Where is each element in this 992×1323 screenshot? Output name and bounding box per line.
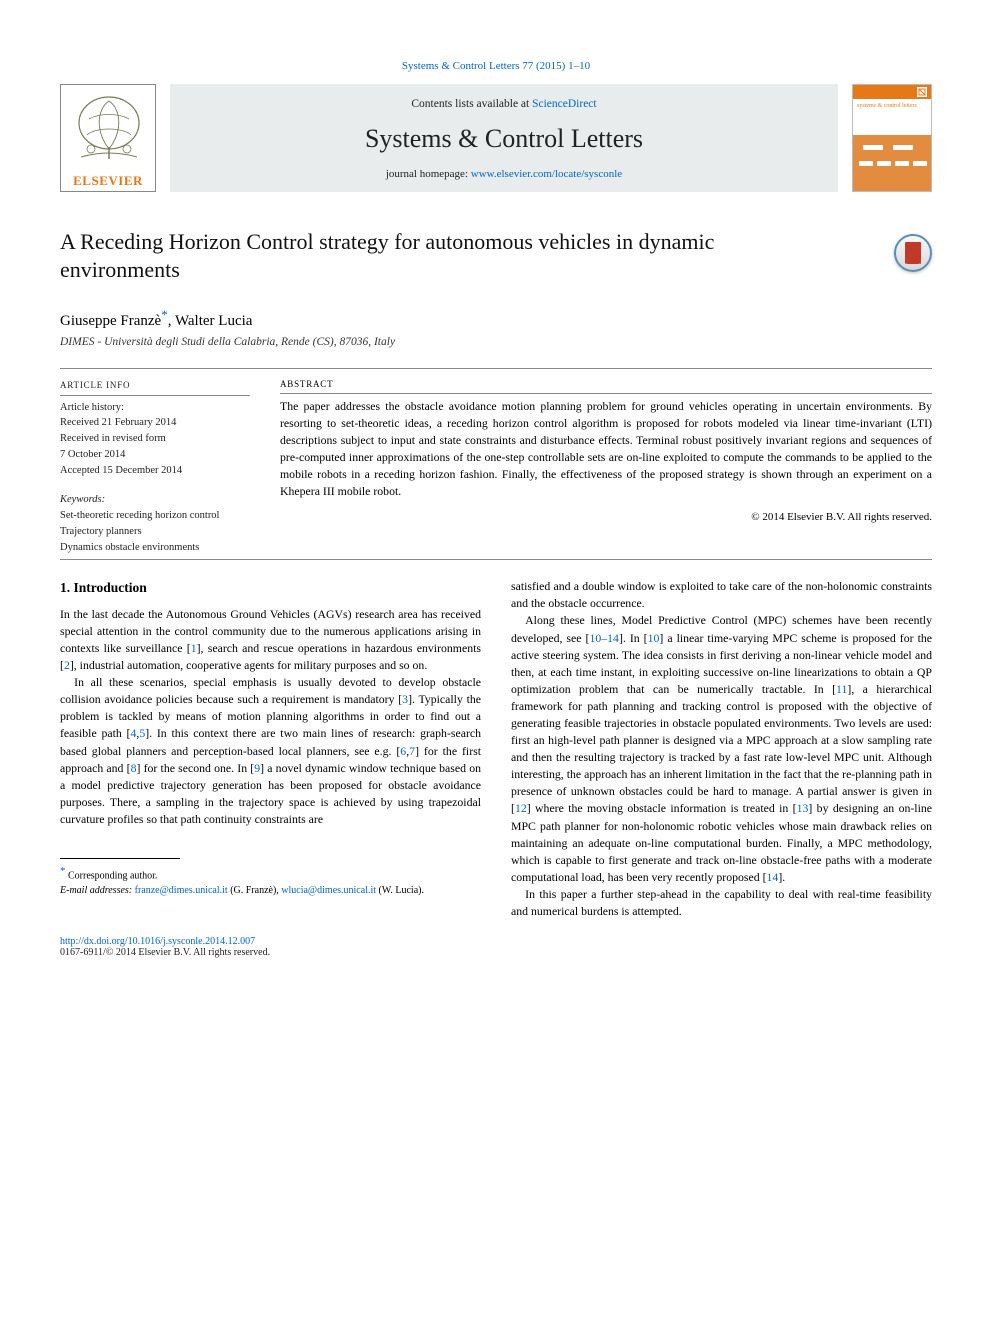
history-line: Accepted 15 December 2014 xyxy=(60,463,250,479)
affiliation: DIMES - Università degli Studi della Cal… xyxy=(60,336,932,348)
journal-banner: Contents lists available at ScienceDirec… xyxy=(170,84,838,192)
paper-title: A Receding Horizon Control strategy for … xyxy=(60,228,820,283)
history-line: Received in revised form xyxy=(60,431,250,447)
history-line: 7 October 2014 xyxy=(60,447,250,463)
history-line: Received 21 February 2014 xyxy=(60,415,250,431)
citation-ref[interactable]: 13 xyxy=(797,801,809,815)
citation-ref[interactable]: 2 xyxy=(64,658,70,672)
masthead: ELSEVIER Contents lists available at Sci… xyxy=(60,84,932,192)
bookmark-icon xyxy=(905,242,921,264)
citation-ref[interactable]: 14 xyxy=(767,870,779,884)
authors: Giuseppe Franzè*, Walter Lucia xyxy=(60,307,932,330)
homepage-link[interactable]: www.elsevier.com/locate/sysconle xyxy=(471,168,622,180)
doi-line: http://dx.doi.org/10.1016/j.sysconle.201… xyxy=(60,936,932,947)
citation-header: Systems & Control Letters 77 (2015) 1–10 xyxy=(60,60,932,72)
citation-ref[interactable]: 1 xyxy=(191,641,197,655)
citation-ref[interactable]: 10–14 xyxy=(589,631,619,645)
abstract-copyright: © 2014 Elsevier B.V. All rights reserved… xyxy=(280,511,932,523)
history-line: Article history: xyxy=(60,400,250,416)
doi-link[interactable]: http://dx.doi.org/10.1016/j.sysconle.201… xyxy=(60,936,255,947)
article-info: ARTICLE INFO Article history: Received 2… xyxy=(60,373,250,555)
bottom-copyright: 0167-6911/© 2014 Elsevier B.V. All right… xyxy=(60,947,932,958)
citation-ref[interactable]: 9 xyxy=(254,761,260,775)
abstract-text: The paper addresses the obstacle avoidan… xyxy=(280,394,932,501)
citation-ref[interactable]: 10 xyxy=(648,631,660,645)
citation-ref[interactable]: 8 xyxy=(131,761,137,775)
right-column: satisfied and a double window is exploit… xyxy=(511,578,932,920)
footnotes: * ∗ Corresponding author.Corresponding a… xyxy=(60,858,481,898)
journal-cover-thumbnail[interactable]: systems & control letters xyxy=(852,84,932,192)
keyword: Trajectory planners xyxy=(60,524,250,540)
elsevier-word: ELSEVIER xyxy=(73,173,143,189)
citation-ref[interactable]: 5 xyxy=(139,726,145,740)
abstract: ABSTRACT The paper addresses the obstacl… xyxy=(280,373,932,555)
elsevier-tree-icon xyxy=(67,91,151,165)
citation-ref[interactable]: 11 xyxy=(836,682,847,696)
email-link[interactable]: wlucia@dimes.unical.it xyxy=(281,885,376,896)
keyword: Dynamics obstacle environments xyxy=(60,540,250,556)
citation-ref[interactable]: 12 xyxy=(515,801,527,815)
email-link[interactable]: franze@dimes.unical.it xyxy=(135,885,228,896)
divider xyxy=(60,368,932,369)
citation-ref[interactable]: 3 xyxy=(402,692,408,706)
citation-ref[interactable]: 7 xyxy=(409,744,415,758)
contents-line: Contents lists available at ScienceDirec… xyxy=(411,98,596,110)
keywords-heading: Keywords: xyxy=(60,492,250,508)
keyword: Set-theoretic receding horizon control xyxy=(60,508,250,524)
crossmark-badge[interactable] xyxy=(894,234,932,272)
elsevier-logo[interactable]: ELSEVIER xyxy=(60,84,156,192)
left-column: 1. Introduction In the last decade the A… xyxy=(60,578,481,920)
journal-name: Systems & Control Letters xyxy=(365,124,643,154)
sciencedirect-link[interactable]: ScienceDirect xyxy=(532,98,597,110)
citation-link[interactable]: Systems & Control Letters 77 (2015) 1–10 xyxy=(402,60,590,72)
homepage-line: journal homepage: www.elsevier.com/locat… xyxy=(386,168,622,180)
section-heading: 1. Introduction xyxy=(60,578,481,598)
body-columns: 1. Introduction In the last decade the A… xyxy=(60,578,932,920)
citation-ref[interactable]: 6 xyxy=(400,744,406,758)
citation-ref[interactable]: 4 xyxy=(130,726,136,740)
